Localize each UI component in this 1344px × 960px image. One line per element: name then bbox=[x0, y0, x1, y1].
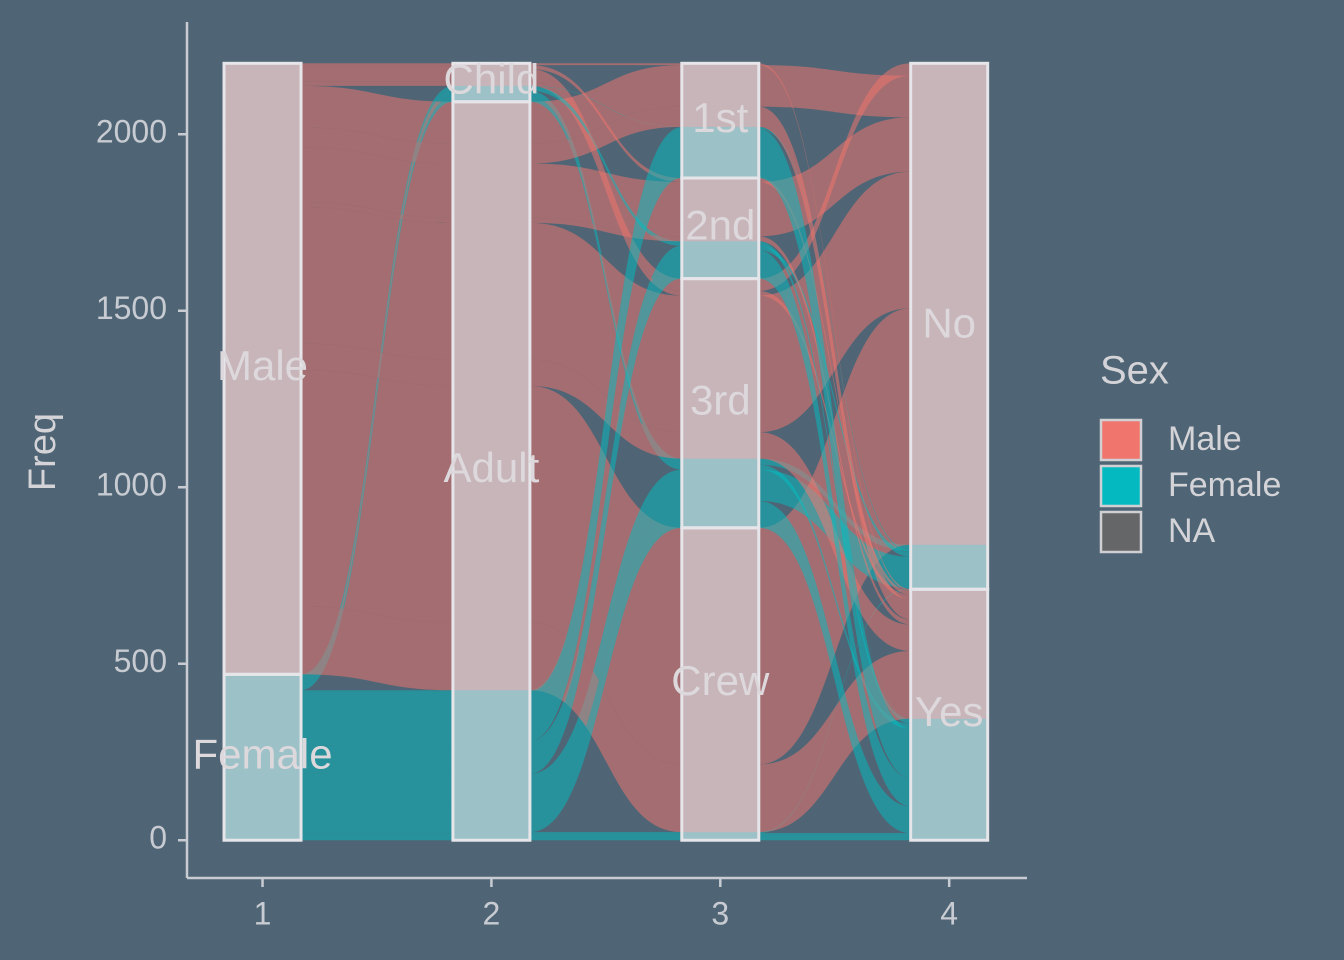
stratum bbox=[451, 61, 532, 104]
x-tick-label: 3 bbox=[711, 895, 729, 931]
flow bbox=[301, 343, 453, 386]
flow bbox=[529, 65, 682, 182]
stratum bbox=[680, 526, 761, 842]
flow bbox=[529, 501, 682, 833]
stratum-label: Yes bbox=[915, 688, 984, 735]
flow bbox=[758, 241, 911, 724]
flow bbox=[301, 206, 453, 360]
flow bbox=[758, 127, 911, 553]
flow bbox=[529, 128, 682, 742]
legend-label: Male bbox=[1168, 420, 1242, 458]
flow bbox=[529, 65, 682, 144]
x-tick-label: 4 bbox=[940, 895, 958, 931]
flow bbox=[758, 464, 911, 729]
stratum bbox=[222, 61, 303, 676]
flow bbox=[529, 359, 682, 459]
legend-key bbox=[1099, 418, 1143, 462]
flow bbox=[301, 691, 453, 742]
flow bbox=[301, 690, 453, 692]
flow bbox=[301, 833, 453, 841]
stratum bbox=[909, 587, 990, 842]
stratum bbox=[451, 100, 532, 842]
flow bbox=[301, 832, 453, 834]
stratum-label: Child bbox=[444, 56, 540, 103]
flow bbox=[758, 833, 911, 841]
flow bbox=[529, 85, 682, 128]
flow bbox=[529, 63, 682, 66]
flow bbox=[758, 245, 911, 557]
flow bbox=[301, 606, 453, 691]
flow bbox=[301, 745, 453, 774]
flow bbox=[758, 171, 911, 433]
flow bbox=[301, 85, 453, 675]
flow bbox=[758, 501, 911, 834]
flow bbox=[529, 833, 682, 841]
flow bbox=[301, 81, 453, 86]
flow bbox=[301, 370, 453, 623]
y-tick-label: 1500 bbox=[96, 290, 167, 326]
flow bbox=[758, 128, 911, 779]
flow bbox=[301, 202, 453, 223]
flow bbox=[301, 805, 453, 833]
stratum-label: No bbox=[922, 299, 976, 346]
flow bbox=[529, 250, 682, 774]
stratum-label: Crew bbox=[671, 657, 770, 704]
legend-key bbox=[1099, 464, 1143, 508]
stratum bbox=[909, 61, 990, 591]
flow bbox=[529, 81, 682, 296]
flow bbox=[301, 773, 453, 806]
flow bbox=[301, 85, 453, 144]
flow bbox=[758, 126, 911, 720]
flow bbox=[529, 469, 682, 806]
legend-key bbox=[1099, 510, 1143, 554]
flow bbox=[529, 106, 682, 164]
flow bbox=[301, 96, 453, 691]
stratum-label: Male bbox=[217, 342, 308, 389]
stratum bbox=[680, 176, 761, 281]
flow bbox=[758, 106, 911, 620]
flow bbox=[529, 222, 682, 433]
x-tick-label: 2 bbox=[483, 895, 501, 931]
flow bbox=[301, 86, 453, 680]
y-axis-title: Freq bbox=[22, 413, 64, 491]
flow bbox=[301, 147, 453, 218]
legend-label: NA bbox=[1168, 512, 1216, 550]
stratum-label: Female bbox=[193, 730, 333, 777]
flow bbox=[301, 68, 453, 82]
y-tick-label: 0 bbox=[149, 820, 167, 856]
flow bbox=[529, 86, 682, 246]
y-tick-label: 2000 bbox=[96, 114, 167, 150]
flow bbox=[758, 178, 911, 595]
flow bbox=[529, 245, 682, 746]
flow bbox=[301, 741, 453, 746]
stratum bbox=[680, 277, 761, 530]
y-tick-label: 500 bbox=[114, 643, 167, 679]
stratum-label: 1st bbox=[692, 94, 748, 141]
flow bbox=[758, 65, 911, 118]
flow bbox=[758, 63, 911, 592]
stratum bbox=[222, 672, 303, 842]
legend-title: Sex bbox=[1100, 349, 1169, 393]
flow bbox=[301, 63, 453, 66]
flow bbox=[529, 832, 682, 834]
flow bbox=[529, 385, 682, 765]
flow bbox=[529, 96, 682, 470]
legend-label: Female bbox=[1168, 466, 1281, 504]
stratum-label: Adult bbox=[444, 444, 540, 491]
stratum-label: 3rd bbox=[690, 376, 751, 423]
stratum-label: 2nd bbox=[685, 201, 755, 248]
stratum bbox=[680, 61, 761, 180]
flow bbox=[301, 127, 453, 164]
flow bbox=[301, 65, 453, 69]
y-tick-label: 1000 bbox=[96, 467, 167, 503]
flow bbox=[758, 250, 911, 807]
x-tick-label: 1 bbox=[254, 895, 272, 931]
